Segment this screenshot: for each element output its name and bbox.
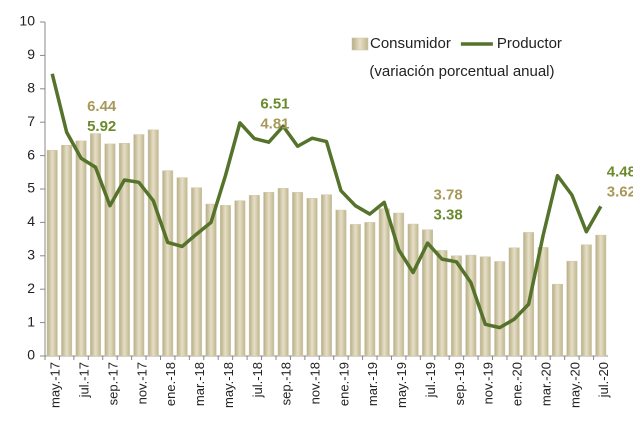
x-tick-label: ene.-18 [163,362,178,406]
bar [349,224,361,357]
bar [205,203,217,357]
bar [147,129,159,357]
bar [176,177,188,357]
bar [335,209,347,357]
bar [450,255,462,357]
bar [220,205,231,357]
y-tick-label: 8 [27,80,35,96]
legend-label: Consumidor [370,35,451,52]
x-tick-label: jul.-18 [250,362,265,398]
x-tick-label: may.-19 [394,362,409,408]
x-tick-label: sep.-17 [105,362,120,405]
x-tick-label: mar.-20 [538,362,553,406]
y-tick-label: 4 [27,213,35,229]
y-tick-label: 7 [27,113,35,129]
x-tick-label: mar.-18 [192,362,207,406]
x-tick-label: sep.-18 [279,362,294,405]
data-label: 6.44 [87,98,117,115]
bar [479,256,491,357]
bar [90,133,101,357]
bar [364,222,376,357]
data-label: 4.81 [260,116,289,133]
data-label: 5.92 [87,118,116,135]
x-tick-label: ene.-20 [510,362,525,406]
bar [133,134,145,357]
bar [494,261,506,357]
x-tick-label: nov.-17 [134,362,149,404]
bar [277,188,289,357]
bar [595,234,607,357]
data-label: 6.51 [260,96,289,113]
y-tick-label: 0 [27,347,35,363]
data-label: 3.62 [607,183,633,200]
bar [162,170,174,357]
data-label: 3.38 [434,207,463,224]
bar [378,208,390,357]
y-tick-label: 9 [27,46,35,62]
bar [465,254,477,357]
bar [46,150,58,357]
legend-note: (variación porcentual anual) [369,63,554,80]
bar [263,192,275,357]
bar [422,229,433,357]
x-tick-label: may.-20 [567,362,582,408]
y-tick-label: 3 [27,247,35,263]
x-tick-label: may.-18 [221,362,236,408]
bar [537,247,549,357]
legend-label: Productor [497,35,562,52]
x-tick-label: nov.-19 [481,362,496,404]
bar [407,223,419,357]
bar [523,232,535,357]
bar [104,143,116,357]
bar [436,250,448,357]
x-tick-label: nov.-18 [308,362,323,404]
y-tick-label: 1 [27,313,35,329]
bar [234,200,246,357]
y-tick-label: 5 [27,180,35,196]
data-label: 3.78 [434,187,463,204]
x-tick-label: jul.-20 [596,362,611,398]
bar [580,244,592,357]
x-tick-label: jul.-17 [77,362,92,398]
bar [61,144,73,357]
bar [248,195,260,357]
line [50,73,603,330]
bar [566,260,578,357]
bar [75,140,87,357]
bar [306,198,318,357]
bar [191,187,203,357]
y-tick-label: 6 [27,146,35,162]
x-tick-label: sep.-19 [452,362,467,405]
x-tick-label: mar.-19 [365,362,380,406]
x-tick-label: may.-17 [48,362,63,408]
bar [118,142,130,357]
x-tick-label: ene.-19 [336,362,351,406]
y-tick-label: 2 [27,280,35,296]
bar [552,283,563,357]
bar [393,212,405,357]
x-tick-label: jul.-19 [423,362,438,398]
bar [292,192,304,357]
legend-swatch [351,37,369,51]
bar [508,247,520,357]
bar [321,194,332,357]
data-label: 4.48 [607,163,633,180]
y-tick-label: 10 [19,13,35,29]
